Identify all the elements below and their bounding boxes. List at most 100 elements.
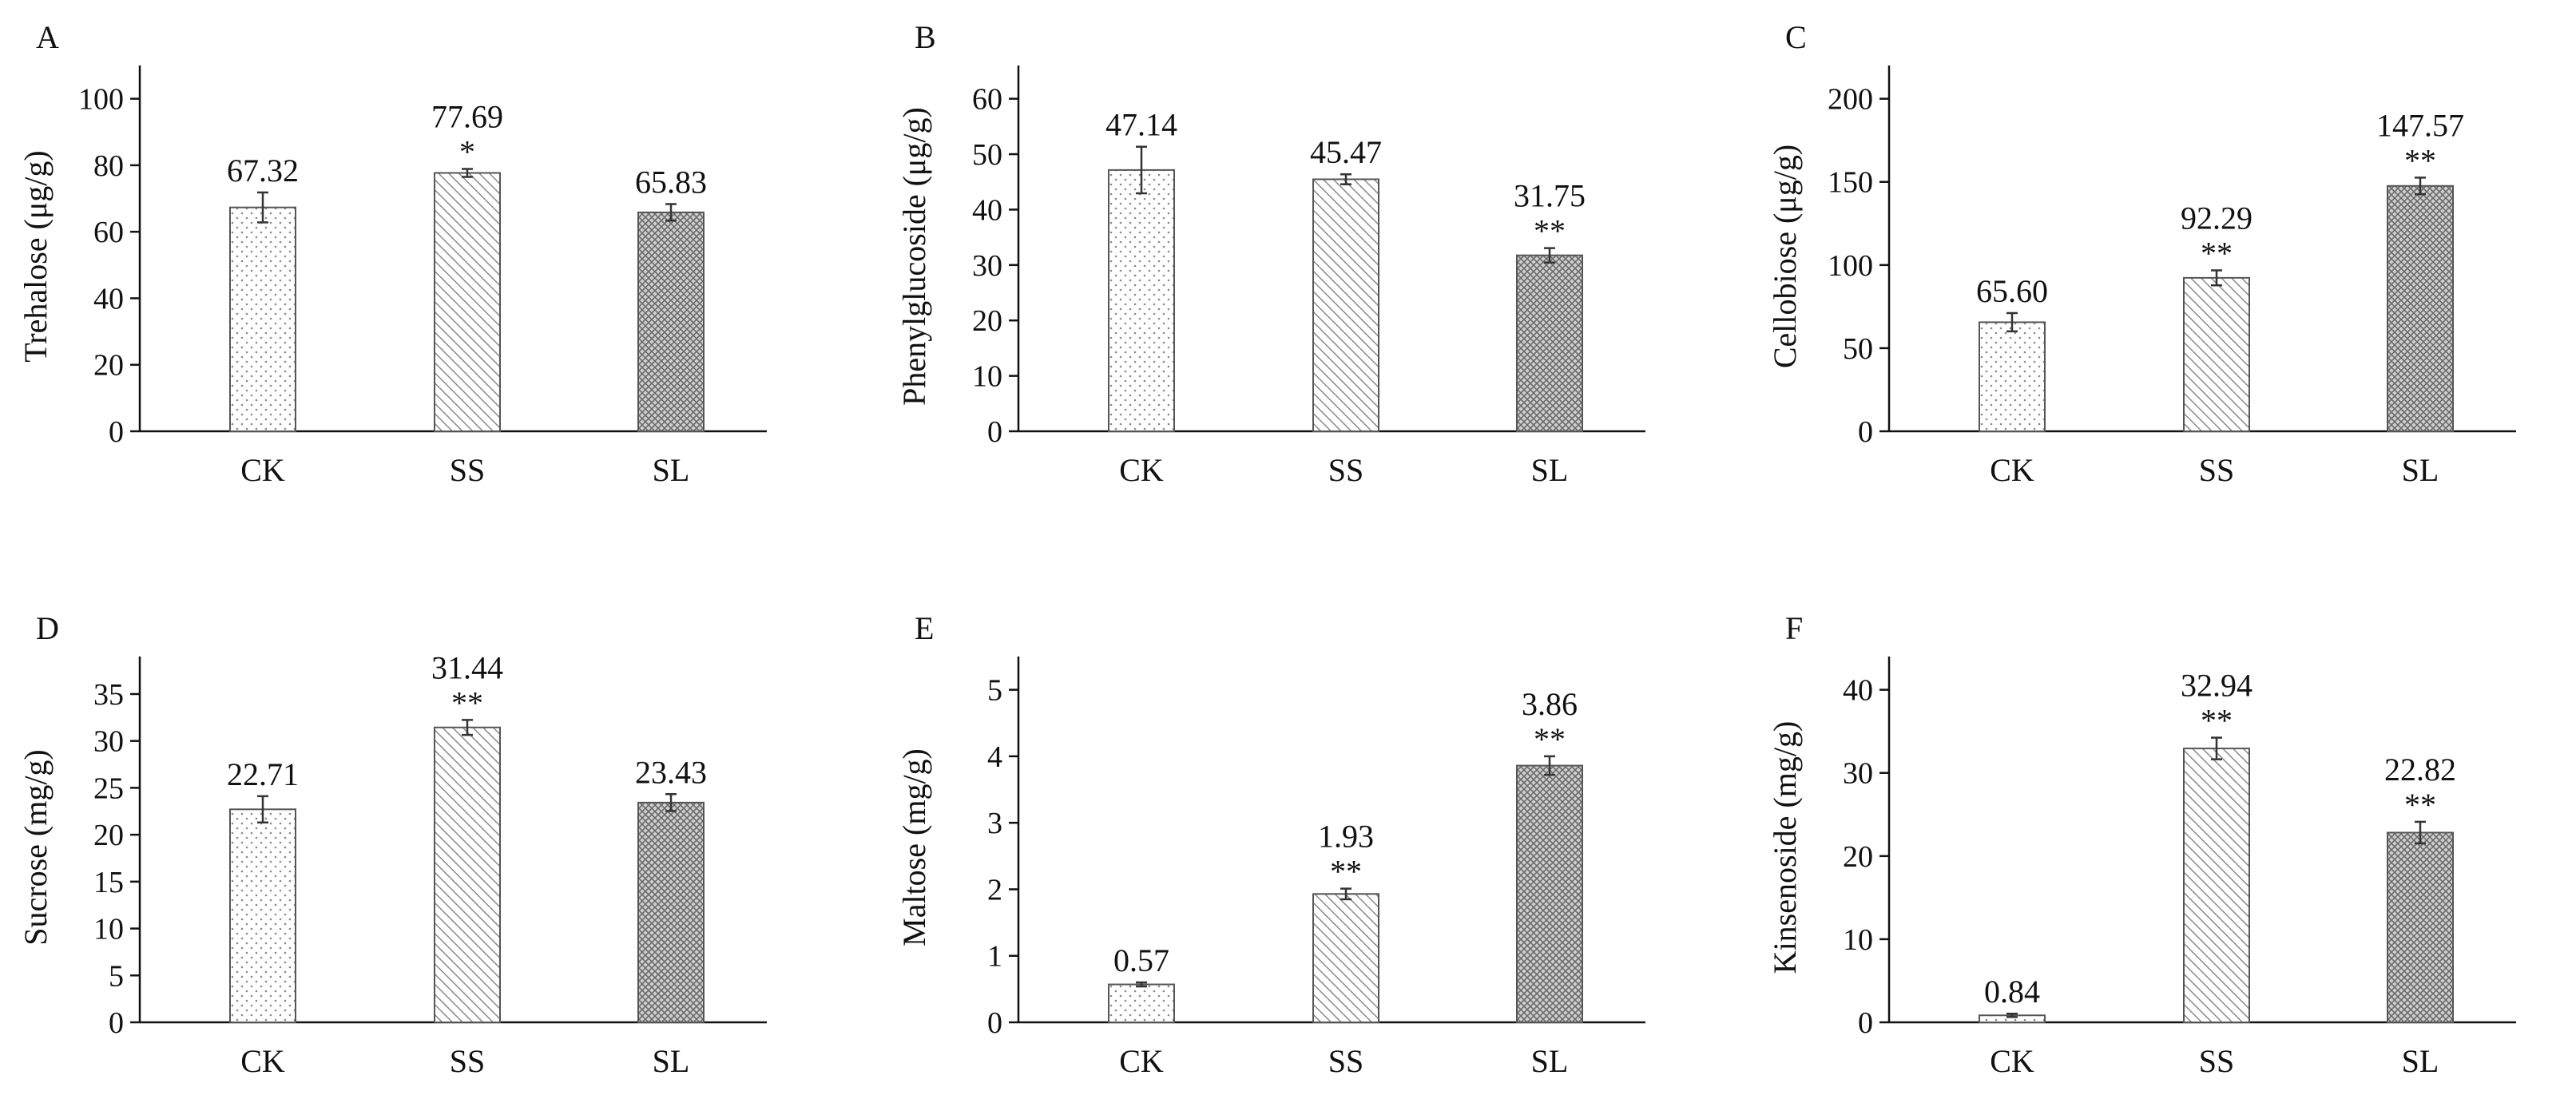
error-bar	[2006, 311, 2018, 333]
bar-ck	[229, 808, 296, 1023]
y-tick-label: 1	[987, 940, 1002, 974]
x-category-label: SL	[2402, 1043, 2439, 1079]
panel-letter: E	[915, 610, 934, 646]
x-category-label: CK	[240, 1043, 285, 1079]
error-bar	[2211, 269, 2222, 287]
y-tick-label: 35	[93, 678, 124, 712]
y-tick-label: 40	[93, 282, 124, 315]
y-tick-label: 20	[1843, 840, 1873, 874]
y-tick-label: 30	[972, 249, 1002, 283]
x-category-label: SS	[1328, 452, 1364, 488]
error-bar	[462, 168, 473, 178]
x-category-label: CK	[1990, 1043, 2034, 1079]
significance-marker: **	[2201, 703, 2233, 739]
significance-marker: **	[451, 684, 483, 720]
value-label: 67.32	[227, 153, 299, 188]
bar-ss	[1312, 893, 1379, 1023]
y-tick-label: 3	[987, 807, 1002, 840]
panel-B: B Phenylglucoside (μg/g) 0 10 20 30 40 50 60 47.1…	[896, 19, 1645, 488]
value-label: 65.83	[635, 164, 707, 200]
y-tick-label: 0	[1858, 1006, 1873, 1040]
bar-ss	[434, 726, 501, 1024]
panel-letter: F	[1785, 610, 1803, 646]
x-category-label: SS	[2199, 452, 2235, 488]
y-tick-label: 50	[972, 138, 1002, 172]
y-tick-label: 40	[972, 193, 1002, 227]
value-label: 22.71	[227, 756, 299, 792]
bar-ck	[1108, 983, 1175, 1023]
significance-marker: **	[2404, 142, 2436, 178]
bar-sl	[637, 211, 705, 432]
y-tick-label: 30	[1843, 757, 1873, 791]
y-tick-label: 5	[109, 959, 124, 993]
error-bar	[665, 203, 677, 222]
bar-ck	[1979, 321, 2046, 433]
y-tick-label: 0	[109, 1006, 124, 1040]
panel-letter: C	[1785, 19, 1807, 55]
x-category-label: SL	[653, 1043, 690, 1079]
value-label: 92.29	[2181, 200, 2253, 236]
y-tick-label: 20	[972, 304, 1002, 338]
value-label: 0.84	[1984, 974, 2040, 1010]
error-bar	[2415, 820, 2426, 845]
y-tick-label: 100	[78, 83, 124, 117]
error-bar	[1340, 887, 1352, 901]
bar-ss	[2183, 748, 2250, 1023]
error-bar	[1544, 247, 1555, 264]
x-category-label: CK	[240, 452, 285, 488]
y-tick-label: 5	[987, 674, 1002, 708]
error-bar	[1544, 755, 1555, 776]
value-label: 77.69	[431, 99, 503, 135]
bar-ck	[1108, 169, 1175, 432]
x-category-label: CK	[1119, 1043, 1164, 1079]
significance-marker: **	[2404, 787, 2436, 823]
panel-A: A Trehalose (μg/g) 0 20 40 60 80 100 67.32 CK *77.…	[18, 19, 767, 488]
value-label: 45.47	[1310, 134, 1382, 170]
value-label: 0.57	[1113, 942, 1169, 978]
significance-marker: **	[2201, 236, 2233, 272]
y-tick-label: 80	[93, 149, 124, 183]
panel-letter: B	[915, 19, 936, 55]
error-bar	[665, 793, 677, 812]
y-axis-title: Sucrose (mg/g)	[18, 749, 54, 946]
x-category-label: SL	[1531, 452, 1569, 488]
error-bar	[2211, 736, 2222, 760]
y-axis-title: Kinsenoside (mg/g)	[1767, 721, 1803, 974]
x-category-label: SS	[1328, 1043, 1364, 1079]
bar-ck	[229, 206, 296, 432]
bar-sl	[1516, 254, 1583, 433]
x-category-label: SS	[450, 452, 486, 488]
y-tick-label: 200	[1828, 83, 1873, 117]
panel-letter: A	[36, 19, 59, 55]
significance-marker: **	[1330, 854, 1362, 890]
panel-letter: D	[36, 610, 59, 646]
value-label: 1.93	[1318, 819, 1374, 855]
y-tick-label: 50	[1843, 332, 1873, 366]
y-tick-label: 40	[1843, 674, 1873, 708]
x-category-label: SS	[450, 1043, 486, 1079]
error-bar	[1340, 173, 1352, 185]
value-label: 32.94	[2181, 668, 2253, 704]
value-label: 22.82	[2384, 752, 2456, 788]
y-axis-title: Maltose (mg/g)	[896, 748, 932, 946]
error-bar	[2006, 1012, 2018, 1018]
significance-marker: *	[459, 134, 475, 170]
y-tick-label: 30	[93, 725, 124, 759]
y-tick-label: 10	[93, 913, 124, 946]
x-category-label: SS	[2199, 1043, 2235, 1079]
panel-D: D Sucrose (mg/g) 0 5 10 15 20 25 30 35 22.71 CK **31…	[18, 610, 767, 1079]
y-tick-label: 25	[93, 772, 124, 805]
y-tick-label: 0	[1858, 415, 1873, 449]
error-bar	[1136, 981, 1147, 988]
bar-sl	[2387, 184, 2454, 432]
error-bar	[2415, 177, 2426, 196]
value-label: 23.43	[635, 754, 707, 790]
y-tick-label: 0	[987, 1006, 1002, 1040]
y-tick-label: 0	[987, 415, 1002, 449]
x-category-label: SL	[653, 452, 690, 488]
x-category-label: SL	[2402, 452, 2439, 488]
